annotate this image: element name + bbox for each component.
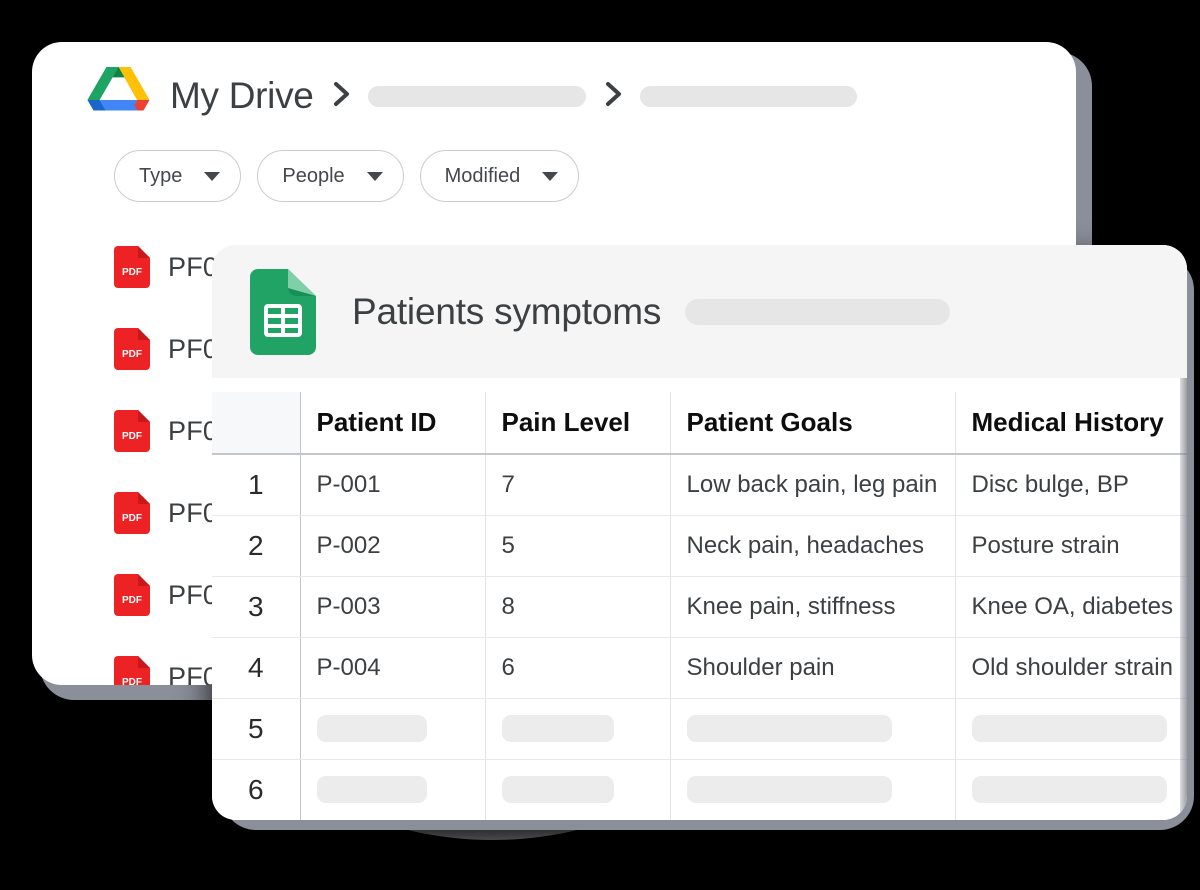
- cell-patient-goals[interactable]: Shoulder pain: [670, 637, 956, 699]
- cell-patient-id-placeholder[interactable]: [300, 698, 486, 760]
- pdf-file-icon: PDF: [114, 656, 150, 685]
- cell-medical-history-placeholder[interactable]: [955, 759, 1187, 820]
- svg-text:PDF: PDF: [122, 513, 142, 524]
- sheet-subtitle-placeholder[interactable]: [685, 298, 951, 325]
- sheet-toolbar-spacer: [212, 378, 1187, 392]
- cell-patient-goals[interactable]: Neck pain, headaches: [670, 515, 956, 577]
- pdf-file-icon: PDF: [114, 574, 150, 616]
- cell-pain-level[interactable]: 8: [485, 576, 671, 638]
- google-sheets-icon: [250, 268, 316, 355]
- cell-patient-id[interactable]: P-003: [300, 576, 486, 638]
- skeleton-bar: [501, 715, 614, 742]
- cell-pain-level-placeholder[interactable]: [485, 759, 671, 820]
- filter-chip-modified[interactable]: Modified: [419, 150, 580, 202]
- row-number[interactable]: 5: [212, 698, 301, 760]
- cell-patient-id[interactable]: P-004: [300, 637, 486, 699]
- skeleton-bar: [686, 776, 892, 803]
- chevron-right-icon: [332, 80, 352, 113]
- row-number[interactable]: 4: [212, 637, 301, 699]
- cell-pain-level[interactable]: 7: [485, 454, 671, 516]
- cell-pain-level[interactable]: 6: [485, 637, 671, 699]
- svg-text:PDF: PDF: [122, 677, 142, 685]
- column-header-pain-level[interactable]: Pain Level: [485, 392, 671, 455]
- table-row[interactable]: 2 P-002 5 Neck pain, headaches Posture s…: [212, 515, 1187, 577]
- cell-patient-id[interactable]: P-002: [300, 515, 486, 577]
- filter-chip-row: Type People Modified: [32, 120, 1076, 202]
- column-header-gutter[interactable]: [212, 392, 301, 455]
- column-header-patient-goals[interactable]: Patient Goals: [670, 392, 956, 455]
- cell-medical-history-placeholder[interactable]: [955, 698, 1187, 760]
- pdf-file-icon: PDF: [114, 492, 150, 534]
- filter-chip-modified-label: Modified: [444, 164, 521, 187]
- chevron-right-icon: [604, 80, 624, 113]
- drive-header: My Drive: [32, 42, 1076, 120]
- table-header-row: Patient ID Pain Level Patient Goals Medi…: [212, 392, 1187, 455]
- cell-pain-level-placeholder[interactable]: [485, 698, 671, 760]
- skeleton-bar: [501, 776, 614, 803]
- cell-patient-goals-placeholder[interactable]: [670, 759, 956, 820]
- sheet-title: Patients symptoms: [352, 290, 662, 332]
- row-number[interactable]: 2: [212, 515, 301, 577]
- row-number[interactable]: 3: [212, 576, 301, 638]
- filter-chip-type-label: Type: [139, 164, 183, 187]
- row-number[interactable]: 1: [212, 454, 301, 516]
- pdf-file-icon: PDF: [114, 328, 150, 370]
- column-header-medical-history[interactable]: Medical History: [955, 392, 1187, 455]
- skeleton-bar: [686, 715, 892, 742]
- table-row[interactable]: 1 P-001 7 Low back pain, leg pain Disc b…: [212, 454, 1187, 516]
- svg-text:PDF: PDF: [122, 349, 142, 360]
- pdf-file-icon: PDF: [114, 410, 150, 452]
- google-sheets-window: Patients symptoms Patient ID Pain Level …: [212, 245, 1187, 820]
- table-row[interactable]: 5: [212, 698, 1187, 760]
- sheet-header: Patients symptoms: [212, 245, 1187, 378]
- chevron-down-icon: [542, 171, 559, 181]
- cell-medical-history[interactable]: Old shoulder strain: [955, 637, 1187, 699]
- drive-title: My Drive: [170, 75, 314, 116]
- table-row[interactable]: 6: [212, 759, 1187, 820]
- google-drive-logo-icon: [82, 63, 156, 129]
- filter-chip-type[interactable]: Type: [114, 150, 242, 202]
- cell-patient-goals-placeholder[interactable]: [670, 698, 956, 760]
- skeleton-bar: [971, 715, 1167, 742]
- cell-patient-id[interactable]: P-001: [300, 454, 486, 516]
- cell-patient-goals[interactable]: Knee pain, stiffness: [670, 576, 956, 638]
- table-row[interactable]: 4 P-004 6 Shoulder pain Old shoulder str…: [212, 637, 1187, 699]
- spreadsheet-grid: Patient ID Pain Level Patient Goals Medi…: [212, 392, 1187, 820]
- pdf-file-icon: PDF: [114, 246, 150, 288]
- table-row[interactable]: 3 P-003 8 Knee pain, stiffness Knee OA, …: [212, 576, 1187, 638]
- cell-patient-id-placeholder[interactable]: [300, 759, 486, 820]
- row-number[interactable]: 6: [212, 759, 301, 820]
- breadcrumb-placeholder-2[interactable]: [639, 85, 857, 107]
- column-header-patient-id[interactable]: Patient ID: [300, 392, 486, 455]
- skeleton-bar: [316, 776, 427, 803]
- svg-text:PDF: PDF: [122, 267, 142, 278]
- cell-pain-level[interactable]: 5: [485, 515, 671, 577]
- filter-chip-people-label: People: [282, 164, 345, 187]
- cell-medical-history[interactable]: Disc bulge, BP: [955, 454, 1187, 516]
- cell-medical-history[interactable]: Posture strain: [955, 515, 1187, 577]
- chevron-down-icon: [204, 171, 221, 181]
- cell-patient-goals[interactable]: Low back pain, leg pain: [670, 454, 956, 516]
- cell-medical-history[interactable]: Knee OA, diabetes: [955, 576, 1187, 638]
- svg-text:PDF: PDF: [122, 431, 142, 442]
- vertical-scrollbar[interactable]: [1180, 378, 1187, 820]
- chevron-down-icon: [366, 171, 383, 181]
- breadcrumb-placeholder-1[interactable]: [367, 85, 586, 107]
- skeleton-bar: [316, 715, 427, 742]
- skeleton-bar: [971, 776, 1167, 803]
- filter-chip-people[interactable]: People: [257, 150, 404, 202]
- svg-text:PDF: PDF: [122, 595, 142, 606]
